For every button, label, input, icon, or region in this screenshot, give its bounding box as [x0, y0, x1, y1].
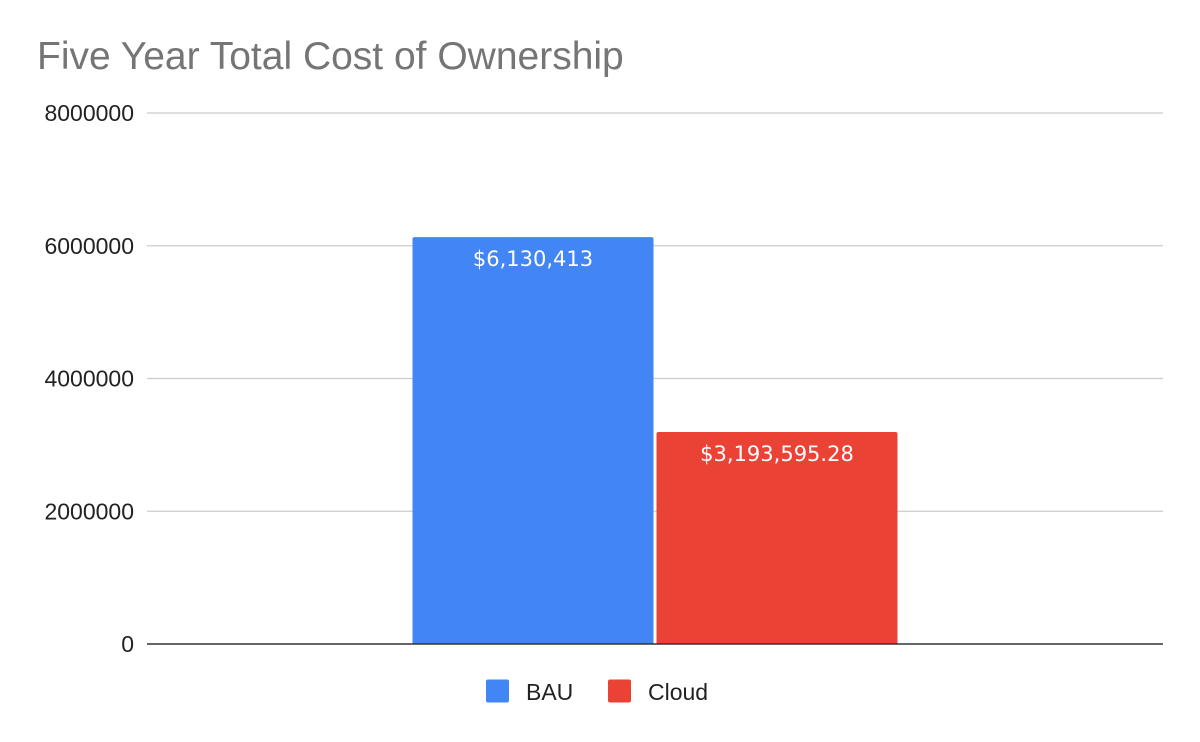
gridlines [147, 112, 1163, 512]
y-tick-label: 2000000 [44, 498, 134, 524]
data-label-cloud: $3,193,595.28 [700, 442, 854, 466]
legend: BAU Cloud [486, 679, 708, 705]
y-tick-label: 6000000 [44, 233, 134, 259]
data-labels: $6,130,413 $3,193,595.28 [473, 247, 854, 466]
legend-item-cloud: Cloud [608, 679, 708, 705]
chart-title: Five Year Total Cost of Ownership [37, 35, 624, 78]
legend-label-cloud: Cloud [648, 679, 708, 705]
legend-swatch-bau [486, 679, 509, 703]
y-axis-tick-labels: 0 2000000 4000000 6000000 8000000 [44, 100, 134, 657]
y-tick-label: 4000000 [44, 366, 134, 392]
legend-swatch-cloud [608, 679, 631, 703]
bars [412, 237, 898, 644]
legend-item-bau: BAU [486, 679, 573, 705]
y-tick-label: 8000000 [44, 100, 134, 126]
y-tick-label: 0 [121, 631, 134, 657]
bar-bau [412, 237, 654, 644]
legend-label-bau: BAU [526, 679, 573, 705]
bar-cloud [656, 432, 898, 644]
data-label-bau: $6,130,413 [473, 247, 593, 271]
